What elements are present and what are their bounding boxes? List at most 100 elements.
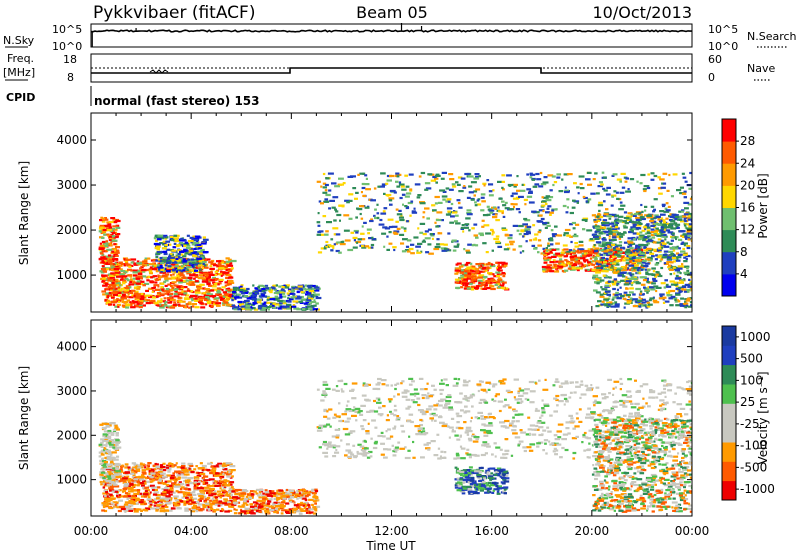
power-cell	[613, 278, 617, 281]
power-cell	[110, 268, 117, 272]
power-cell	[526, 195, 533, 198]
power-cell	[307, 302, 312, 305]
power-cell	[635, 256, 642, 259]
power-cell	[482, 278, 485, 281]
power-cell	[653, 232, 657, 236]
power-cell	[395, 180, 399, 183]
power-cell	[580, 248, 585, 251]
velocity-cell	[164, 487, 169, 490]
power-cell	[662, 204, 666, 208]
power-cell	[570, 240, 573, 244]
power-cell	[161, 256, 168, 259]
power-cell	[659, 245, 665, 248]
power-cell	[102, 293, 108, 296]
power-cell	[657, 176, 661, 179]
power-cell	[561, 178, 564, 181]
power-cell	[164, 284, 168, 287]
power-cell	[414, 183, 421, 186]
power-cell	[595, 251, 599, 254]
power-cell	[614, 266, 617, 270]
power-cell	[469, 262, 473, 265]
power-cell	[666, 291, 671, 294]
power-cell	[277, 307, 283, 310]
power-cell	[606, 293, 611, 296]
power-cell	[432, 209, 437, 212]
power-cell	[203, 292, 206, 295]
power-cell	[464, 276, 468, 279]
power-cell	[347, 248, 354, 252]
power-cell	[191, 252, 197, 255]
power-cell	[139, 270, 142, 273]
power-cell	[455, 281, 460, 284]
power-cell	[640, 283, 646, 286]
velocity-cell	[113, 485, 120, 488]
freq-tick-bottom: 8	[67, 71, 74, 84]
power-cell	[666, 261, 672, 264]
power-cell	[617, 272, 621, 275]
power-cell	[647, 216, 654, 219]
power-cell	[614, 303, 620, 306]
power-cell	[234, 296, 240, 299]
power-cell	[633, 277, 638, 281]
power-cell	[635, 282, 641, 285]
power-cell	[483, 281, 486, 284]
velocity-cell	[133, 510, 139, 513]
power-cell	[359, 205, 365, 208]
power-cell	[534, 233, 539, 236]
velocity-cell	[155, 476, 160, 480]
power-cell	[241, 291, 245, 295]
power-cell	[465, 249, 470, 252]
power-cell	[670, 195, 674, 198]
power-cell	[652, 270, 656, 273]
power-cell	[650, 178, 655, 181]
power-cell	[194, 297, 200, 300]
power-cell	[122, 280, 127, 283]
power-cell	[380, 212, 387, 215]
velocity-cell	[165, 505, 169, 509]
power-cell	[159, 262, 164, 265]
power-cell	[171, 249, 177, 252]
power-cell	[325, 177, 330, 180]
power-cell	[454, 220, 458, 223]
power-cell	[292, 304, 296, 307]
power-cell	[468, 276, 474, 279]
power-cell	[542, 200, 547, 203]
power-cell	[211, 288, 218, 291]
power-cell	[167, 277, 172, 280]
power-cell	[683, 271, 688, 274]
power-cell	[377, 185, 381, 188]
power-cell	[618, 241, 623, 244]
power-cell	[466, 209, 472, 212]
power-cell	[613, 247, 618, 250]
power-cell	[493, 275, 499, 278]
velocity-cell	[222, 472, 225, 475]
power-cell	[598, 201, 603, 204]
power-cell	[127, 268, 132, 271]
power-cell	[177, 249, 182, 252]
power-cell	[596, 266, 601, 270]
power-cell	[597, 185, 603, 188]
power-cell	[324, 189, 328, 192]
power-cell	[396, 213, 403, 216]
power-cell	[227, 294, 233, 297]
power-cell	[162, 275, 168, 278]
power-cell	[640, 268, 644, 271]
power-cell	[504, 234, 510, 237]
power-cell	[413, 207, 416, 210]
power-cell	[320, 247, 326, 250]
power-cell	[138, 306, 143, 309]
velocity-cell	[202, 495, 207, 498]
power-cell	[661, 256, 667, 259]
power-cell	[557, 234, 563, 237]
power-cell	[577, 192, 580, 195]
power-cell	[615, 235, 621, 238]
power-cell	[214, 297, 220, 300]
power-cell	[181, 286, 188, 289]
power-cell	[298, 287, 303, 290]
power-cell	[112, 255, 116, 258]
power-cell	[652, 279, 658, 282]
power-cell	[102, 228, 109, 232]
power-cell	[683, 201, 690, 204]
power-cell	[143, 282, 150, 285]
